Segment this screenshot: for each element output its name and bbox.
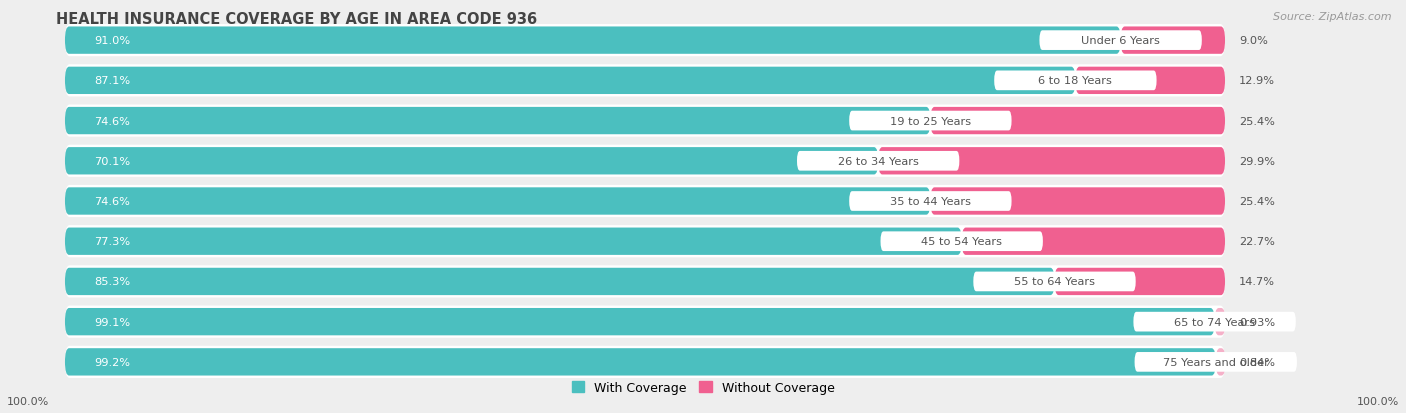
Text: 99.2%: 99.2%: [94, 357, 129, 367]
Text: 77.3%: 77.3%: [94, 237, 131, 247]
Text: 65 to 74 Years: 65 to 74 Years: [1174, 317, 1256, 327]
Text: 25.4%: 25.4%: [1239, 116, 1275, 126]
FancyBboxPatch shape: [931, 108, 1225, 135]
Text: 0.84%: 0.84%: [1240, 357, 1275, 367]
Text: HEALTH INSURANCE COVERAGE BY AGE IN AREA CODE 936: HEALTH INSURANCE COVERAGE BY AGE IN AREA…: [56, 12, 537, 27]
FancyBboxPatch shape: [65, 225, 1225, 258]
Text: 9.0%: 9.0%: [1239, 36, 1268, 46]
Text: 99.1%: 99.1%: [94, 317, 131, 327]
Text: 22.7%: 22.7%: [1239, 237, 1275, 247]
Text: 74.6%: 74.6%: [94, 197, 129, 206]
Text: 91.0%: 91.0%: [94, 36, 131, 46]
Text: 12.9%: 12.9%: [1239, 76, 1275, 86]
FancyBboxPatch shape: [797, 152, 959, 171]
Text: 45 to 54 Years: 45 to 54 Years: [921, 237, 1002, 247]
FancyBboxPatch shape: [849, 192, 1011, 211]
FancyBboxPatch shape: [65, 105, 1225, 137]
FancyBboxPatch shape: [994, 71, 1157, 91]
FancyBboxPatch shape: [65, 108, 931, 135]
Legend: With Coverage, Without Coverage: With Coverage, Without Coverage: [572, 381, 834, 394]
Text: 25.4%: 25.4%: [1239, 197, 1275, 206]
Text: 55 to 64 Years: 55 to 64 Years: [1014, 277, 1095, 287]
Text: 35 to 44 Years: 35 to 44 Years: [890, 197, 972, 206]
FancyBboxPatch shape: [849, 112, 1011, 131]
Text: 6 to 18 Years: 6 to 18 Years: [1039, 76, 1112, 86]
FancyBboxPatch shape: [65, 27, 1121, 55]
FancyBboxPatch shape: [65, 308, 1215, 335]
Text: 26 to 34 Years: 26 to 34 Years: [838, 157, 918, 166]
Text: 100.0%: 100.0%: [7, 396, 49, 406]
Text: 85.3%: 85.3%: [94, 277, 131, 287]
FancyBboxPatch shape: [65, 268, 1054, 295]
FancyBboxPatch shape: [1135, 352, 1296, 372]
FancyBboxPatch shape: [65, 185, 1225, 218]
Text: Source: ZipAtlas.com: Source: ZipAtlas.com: [1274, 12, 1392, 22]
FancyBboxPatch shape: [65, 188, 931, 215]
FancyBboxPatch shape: [65, 266, 1225, 298]
FancyBboxPatch shape: [65, 148, 879, 175]
FancyBboxPatch shape: [65, 348, 1216, 376]
FancyBboxPatch shape: [65, 306, 1225, 338]
FancyBboxPatch shape: [65, 67, 1076, 95]
Text: 74.6%: 74.6%: [94, 116, 129, 126]
FancyBboxPatch shape: [65, 346, 1225, 378]
Text: 0.93%: 0.93%: [1239, 317, 1275, 327]
FancyBboxPatch shape: [973, 272, 1136, 292]
FancyBboxPatch shape: [65, 65, 1225, 97]
FancyBboxPatch shape: [1216, 348, 1226, 376]
Text: 100.0%: 100.0%: [1357, 396, 1399, 406]
Text: 70.1%: 70.1%: [94, 157, 131, 166]
Text: Under 6 Years: Under 6 Years: [1081, 36, 1160, 46]
FancyBboxPatch shape: [65, 145, 1225, 178]
FancyBboxPatch shape: [1121, 27, 1225, 55]
Text: 29.9%: 29.9%: [1239, 157, 1275, 166]
Text: 14.7%: 14.7%: [1239, 277, 1275, 287]
FancyBboxPatch shape: [65, 228, 962, 255]
FancyBboxPatch shape: [931, 188, 1225, 215]
Text: 75 Years and older: 75 Years and older: [1163, 357, 1268, 367]
FancyBboxPatch shape: [1039, 31, 1202, 51]
FancyBboxPatch shape: [1215, 308, 1226, 335]
FancyBboxPatch shape: [1054, 268, 1225, 295]
Text: 19 to 25 Years: 19 to 25 Years: [890, 116, 972, 126]
FancyBboxPatch shape: [880, 232, 1043, 252]
FancyBboxPatch shape: [65, 25, 1225, 57]
Text: 87.1%: 87.1%: [94, 76, 131, 86]
FancyBboxPatch shape: [1133, 312, 1296, 332]
FancyBboxPatch shape: [1076, 67, 1225, 95]
FancyBboxPatch shape: [962, 228, 1225, 255]
FancyBboxPatch shape: [879, 148, 1225, 175]
